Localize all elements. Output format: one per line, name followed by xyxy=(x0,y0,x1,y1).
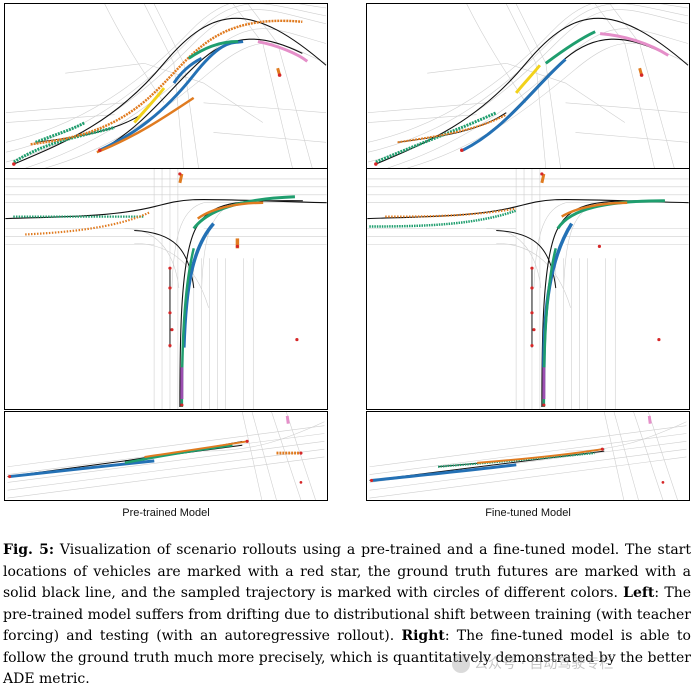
rollout-blue xyxy=(9,459,155,478)
start-star xyxy=(369,478,374,483)
start-star xyxy=(657,337,661,342)
rollout-orange xyxy=(385,207,517,218)
start-star xyxy=(168,343,172,348)
start-star xyxy=(639,73,644,77)
start-star xyxy=(168,266,172,270)
rollout-green xyxy=(369,209,517,228)
rollout-orange xyxy=(561,201,628,218)
panel-finetuned-top xyxy=(366,3,690,169)
wechat-logo-icon xyxy=(452,655,470,673)
panel-pretrained-bottom xyxy=(4,411,328,501)
rollout-orange xyxy=(144,440,248,458)
caption-right-label: Right xyxy=(401,628,445,644)
start-star xyxy=(170,328,174,332)
rollout-orange xyxy=(397,113,507,144)
start-star xyxy=(542,403,546,407)
panel-pretrained-top xyxy=(4,3,328,169)
road-lines xyxy=(5,169,327,409)
caption-right-text: : The fine-tuned model is able to follow… xyxy=(3,628,691,687)
start-star xyxy=(180,403,184,407)
rollout-pink xyxy=(647,415,652,424)
start-star xyxy=(597,244,601,248)
start-star xyxy=(277,73,282,77)
road-lines xyxy=(367,169,689,409)
start-star xyxy=(460,148,464,152)
panel-pretrained-middle xyxy=(4,168,328,410)
start-star xyxy=(299,451,303,455)
start-star xyxy=(299,481,303,484)
start-star xyxy=(530,286,534,290)
scenario-plot xyxy=(7,412,325,500)
rollout-orange xyxy=(196,201,264,220)
start-star xyxy=(530,343,534,348)
start-star xyxy=(245,439,249,443)
rollout-blue xyxy=(172,57,203,84)
caption-left-label: Left xyxy=(623,585,655,601)
start-star xyxy=(530,311,534,315)
start-star xyxy=(530,266,534,270)
start-star xyxy=(295,337,299,342)
scenario-plot xyxy=(367,169,689,409)
panel-finetuned-middle xyxy=(366,168,690,410)
rollout-yellow xyxy=(133,87,166,124)
start-star xyxy=(661,481,665,484)
ground-truth-line xyxy=(134,229,195,289)
road-lines xyxy=(369,412,687,500)
rollout-blue xyxy=(462,58,567,152)
road-lines xyxy=(5,4,327,168)
start-star xyxy=(532,328,536,332)
rollout-green xyxy=(375,111,497,164)
figure-caption: Fig. 5: Visualization of scenario rollou… xyxy=(3,540,691,691)
start-star xyxy=(235,244,239,248)
panel-finetuned-bottom xyxy=(366,411,690,501)
scenario-plot xyxy=(367,4,689,168)
caption-intro: Visualization of scenario rollouts using… xyxy=(3,542,691,601)
rollout-orange xyxy=(178,173,184,184)
rollout-orange xyxy=(540,173,546,184)
rollout-orange xyxy=(30,19,303,146)
rollout-pink xyxy=(600,32,670,57)
scenario-plot xyxy=(369,412,687,500)
label-pretrained: Pre-trained Model xyxy=(122,507,210,519)
rollout-pink xyxy=(257,40,309,63)
start-star xyxy=(374,162,378,166)
rollout-green xyxy=(544,30,596,65)
rollout-orange xyxy=(96,96,195,154)
rollout-green xyxy=(556,199,665,230)
ground-truth-line xyxy=(13,17,327,165)
road-lines xyxy=(367,4,689,168)
rollout-green xyxy=(13,126,115,164)
rollout-green xyxy=(35,121,86,144)
start-star xyxy=(12,162,16,166)
ground-truth-line xyxy=(461,38,665,151)
start-star xyxy=(540,172,544,176)
caption-left-text: : The pre-trained model suffers from dri… xyxy=(3,585,691,644)
ground-truth-line xyxy=(99,38,303,151)
rollout-green xyxy=(187,40,239,60)
rollout-green xyxy=(437,451,595,468)
scenario-plot xyxy=(5,4,327,168)
rollout-yellow xyxy=(514,64,542,94)
start-star xyxy=(178,172,182,176)
start-star xyxy=(168,311,172,315)
ground-truth-line xyxy=(375,17,689,165)
ground-truth-line xyxy=(179,200,303,408)
ground-truth-line xyxy=(496,229,557,289)
start-star xyxy=(7,474,12,479)
rollout-pink xyxy=(285,415,290,424)
watermark: 公众号 · 自动驾驶专栏 xyxy=(452,653,690,675)
caption-fig-label: Fig. 5: xyxy=(3,542,55,558)
label-finetuned: Fine-tuned Model xyxy=(485,507,571,519)
rollout-orange xyxy=(477,448,603,464)
rollout-blue xyxy=(371,463,517,482)
rollout-orange xyxy=(25,211,150,236)
start-star xyxy=(168,286,172,290)
start-star xyxy=(98,148,102,152)
ground-truth-line xyxy=(35,112,145,143)
ground-truth-line xyxy=(541,200,665,408)
watermark-text: 公众号 · 自动驾驶专栏 xyxy=(474,656,614,672)
start-star xyxy=(600,447,604,451)
rollout-green xyxy=(124,444,233,465)
scenario-plot xyxy=(5,169,327,409)
